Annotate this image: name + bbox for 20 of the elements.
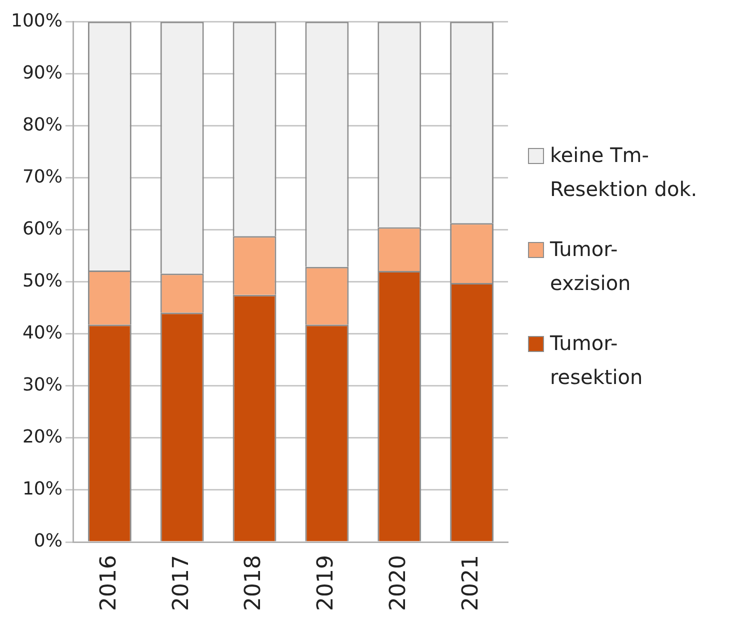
y-tick-label: 20%: [22, 426, 62, 448]
legend-label: Tumor-exzision: [550, 236, 632, 297]
y-tick-label: 30%: [22, 374, 62, 396]
x-tick-label: 2016: [96, 555, 122, 612]
y-tick-label: 50%: [22, 270, 62, 292]
y-tick-label: 0%: [34, 530, 62, 552]
y-tick-label: 80%: [22, 114, 62, 136]
x-tick-label: 2018: [241, 555, 266, 612]
x-tick-label: 2019: [314, 555, 339, 612]
legend-label: Tumor-resektion: [550, 330, 644, 391]
x-tick-label: 2020: [386, 555, 412, 612]
y-tick-label: 60%: [22, 218, 62, 240]
y-tick-label: 90%: [22, 62, 62, 84]
x-tick-label: 2021: [458, 555, 484, 612]
y-tick-label: 100%: [10, 10, 62, 32]
y-tick-label: 40%: [22, 322, 62, 344]
text: keine Tm-Resektion dok.: [550, 142, 698, 203]
x-tick-label: 2017: [168, 555, 194, 612]
y-tick-label: 70%: [22, 166, 62, 188]
y-tick-label: 10%: [22, 478, 62, 500]
